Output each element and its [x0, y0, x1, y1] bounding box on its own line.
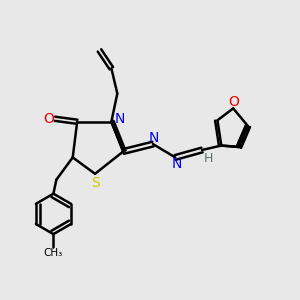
- Text: N: N: [172, 157, 182, 171]
- Text: CH₃: CH₃: [44, 248, 63, 258]
- Text: N: N: [149, 130, 159, 145]
- Text: S: S: [91, 176, 99, 190]
- Text: O: O: [43, 112, 54, 126]
- Text: O: O: [228, 95, 239, 109]
- Text: N: N: [115, 112, 125, 126]
- Text: H: H: [204, 152, 213, 165]
